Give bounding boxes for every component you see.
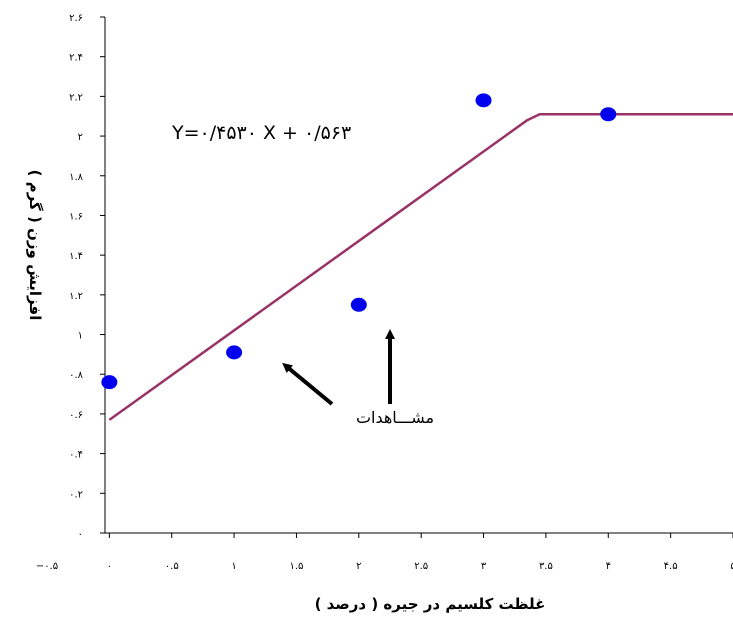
x-axis-title: غلظت کلسیم در جیره ( درصد ) <box>315 595 546 613</box>
series-group <box>101 93 733 421</box>
x-tick-label: ۵ <box>730 561 733 572</box>
y-tick-label: ۱.۴ <box>69 251 83 262</box>
x-tick-label: ۳.۵ <box>539 561 553 572</box>
y-tick-label: ۰.۸ <box>69 370 84 381</box>
axes <box>100 16 733 538</box>
equation-label: Y=۰/۴۵۳۰ X + ۰/۵۶۳ <box>171 122 351 144</box>
y-tick-label: ۱.۸ <box>69 172 84 183</box>
y-tick-label: ۰ <box>78 529 83 540</box>
fitted-line <box>108 112 733 421</box>
data-point <box>101 375 118 390</box>
x-tick-label: ۴ <box>606 561 611 572</box>
data-point <box>226 345 243 360</box>
x-tick-label: ۰.۵ <box>165 561 179 572</box>
x-tick-label: ۱ <box>231 561 236 572</box>
y-tick-label: ۰.۶ <box>69 410 83 421</box>
x-tick-label: ۱.۵ <box>289 561 303 572</box>
arrow-to-point-1 <box>282 362 334 406</box>
observations-label: مشـــاهدات <box>356 408 434 427</box>
y-tick-label: ۰.۲ <box>69 489 83 500</box>
y-tick-label: ۱.۲ <box>69 291 83 302</box>
y-axis-title: افزایش وزن ( گرم ) <box>26 170 44 321</box>
y-tick-labels: ۰ ۰.۲ ۰.۴ ۰.۶ ۰.۸ ۱ ۱.۲ ۱.۴ ۱.۶ ۱.۸ ۲ ۲.۲ ۲.۴ ۲.۶ <box>69 13 84 540</box>
x-tick-label: ۴.۵ <box>664 561 678 572</box>
y-tick-label: ۲ <box>78 132 83 143</box>
x-tick-label: ۲ <box>356 561 361 572</box>
x-tick-label: ۳ <box>481 561 487 572</box>
y-tick-label: ۱ <box>78 331 83 342</box>
y-tick-label: ۱.۶ <box>69 211 83 222</box>
y-tick-label: ۲.۴ <box>69 53 83 64</box>
x-tick-label: −۰.۵ <box>36 561 58 572</box>
y-tick-label: ۰.۴ <box>69 450 83 461</box>
y-tick-label: ۲.۲ <box>69 92 83 103</box>
data-point <box>350 297 367 312</box>
data-point <box>600 107 617 122</box>
x-tick-label: ۲.۵ <box>414 561 428 572</box>
x-tick-labels: −۰.۵ ۰ ۰.۵ ۱ ۱.۵ ۲ ۲.۵ ۳ ۳.۵ ۴ ۴.۵ ۵ <box>36 561 733 572</box>
y-tick-label: ۲.۶ <box>69 13 83 24</box>
data-point <box>475 93 492 108</box>
x-tick-label: ۰ <box>107 561 112 572</box>
